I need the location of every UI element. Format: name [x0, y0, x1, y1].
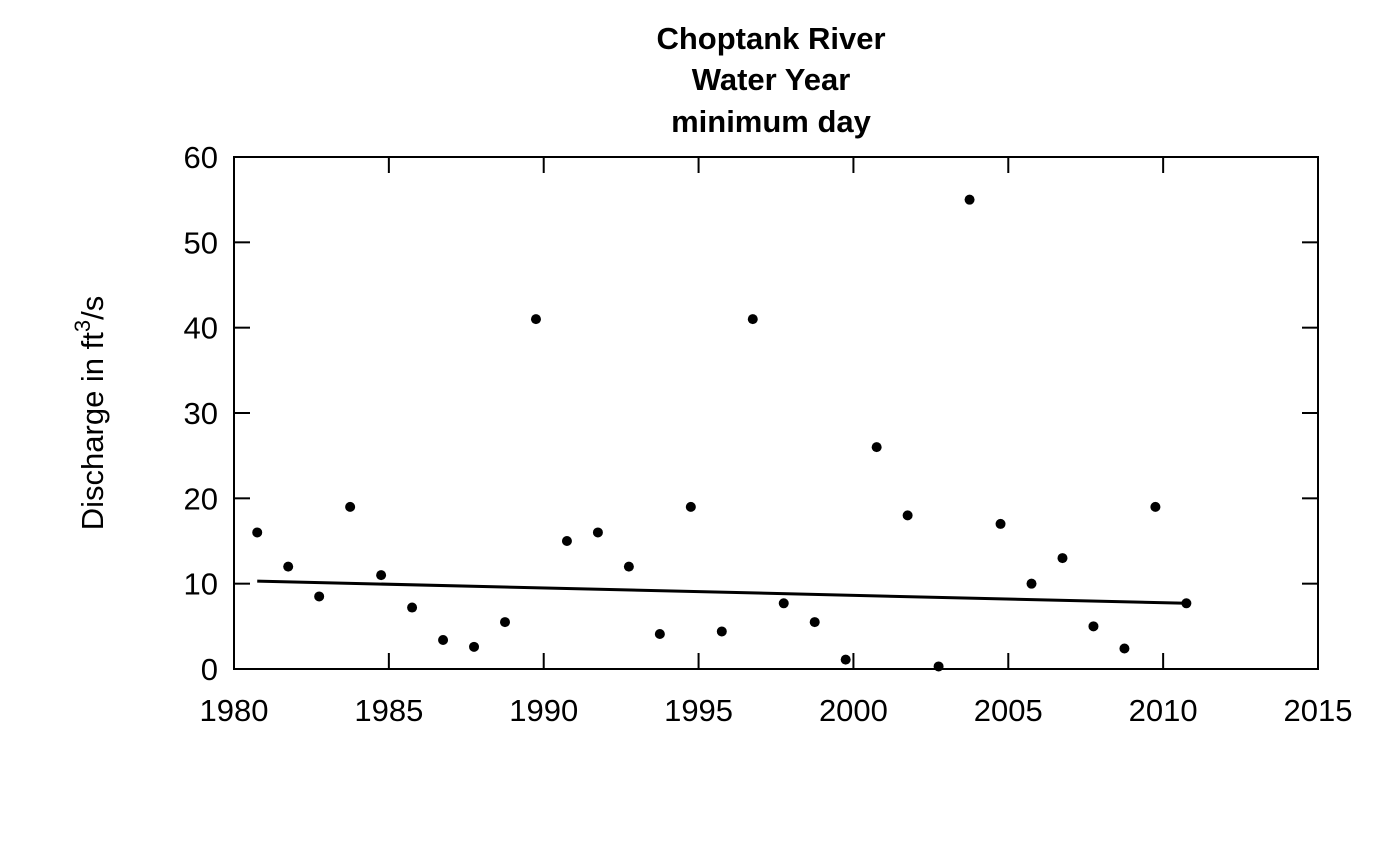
y-tick-label-20: 20 — [184, 481, 218, 516]
y-tick-label-50: 50 — [184, 225, 218, 260]
data-point-14 — [685, 501, 696, 512]
data-point-18 — [809, 617, 820, 628]
x-tick-label-2015: 2015 — [1284, 693, 1353, 728]
chart-title-line-2: Water Year — [692, 62, 851, 97]
chart-title: Choptank River Water Year minimum day — [656, 21, 885, 139]
data-point-22 — [933, 661, 944, 672]
axis-ticks — [233, 156, 1319, 670]
data-points — [252, 194, 1192, 672]
x-tick-labels: 1980 1985 1990 1995 2000 2005 2010 2015 — [200, 693, 1353, 728]
x-tick-label-2005: 2005 — [974, 693, 1043, 728]
data-point-17 — [778, 598, 789, 609]
data-point-12 — [623, 561, 634, 572]
y-axis-label-unit: /s — [75, 296, 110, 320]
data-point-6 — [438, 634, 449, 645]
y-tick-label-0: 0 — [201, 652, 218, 687]
data-point-19 — [840, 654, 851, 665]
x-tick-label-1985: 1985 — [354, 693, 423, 728]
data-point-10 — [561, 536, 572, 546]
data-point-29 — [1150, 501, 1161, 512]
data-point-0 — [252, 527, 263, 538]
data-point-20 — [871, 442, 882, 453]
data-point-8 — [500, 617, 510, 628]
data-point-15 — [716, 626, 727, 637]
data-point-3 — [345, 501, 356, 512]
trend-line — [257, 579, 1187, 605]
data-point-4 — [376, 570, 387, 581]
x-tick-label-1995: 1995 — [664, 693, 733, 728]
data-point-5 — [407, 602, 418, 613]
y-axis-label-text: Discharge in ft3/s — [70, 296, 110, 531]
data-point-24 — [995, 518, 1006, 529]
data-point-1 — [283, 561, 294, 572]
data-point-16 — [747, 314, 758, 325]
y-tick-label-40: 40 — [184, 311, 218, 346]
data-point-25 — [1026, 578, 1037, 589]
y-tick-labels: 0 10 20 30 40 50 60 — [184, 140, 218, 687]
data-point-30 — [1181, 598, 1192, 609]
trend-line-group — [257, 579, 1187, 605]
data-point-23 — [964, 194, 975, 205]
y-tick-label-60: 60 — [184, 140, 218, 175]
y-axis-label-superscript: 3 — [70, 320, 95, 332]
data-point-21 — [902, 510, 913, 521]
chart-title-line-3: minimum day — [671, 104, 872, 139]
data-point-2 — [314, 591, 325, 602]
x-tick-label-2010: 2010 — [1129, 693, 1198, 728]
data-point-11 — [592, 527, 603, 538]
chart-title-line-1: Choptank River — [656, 21, 885, 56]
data-point-13 — [654, 629, 665, 640]
x-tick-label-1980: 1980 — [200, 693, 269, 728]
data-point-27 — [1088, 621, 1099, 632]
x-tick-label-1990: 1990 — [509, 693, 578, 728]
x-tick-label-2000: 2000 — [819, 693, 888, 728]
data-point-26 — [1057, 553, 1068, 564]
y-axis-label: Discharge in ft3/s — [70, 296, 110, 531]
data-point-9 — [530, 314, 541, 325]
data-point-7 — [469, 641, 480, 652]
y-tick-label-10: 10 — [184, 567, 218, 602]
y-tick-label-30: 30 — [184, 396, 218, 431]
data-point-28 — [1119, 643, 1130, 654]
y-axis-label-main: Discharge in ft — [75, 332, 110, 531]
